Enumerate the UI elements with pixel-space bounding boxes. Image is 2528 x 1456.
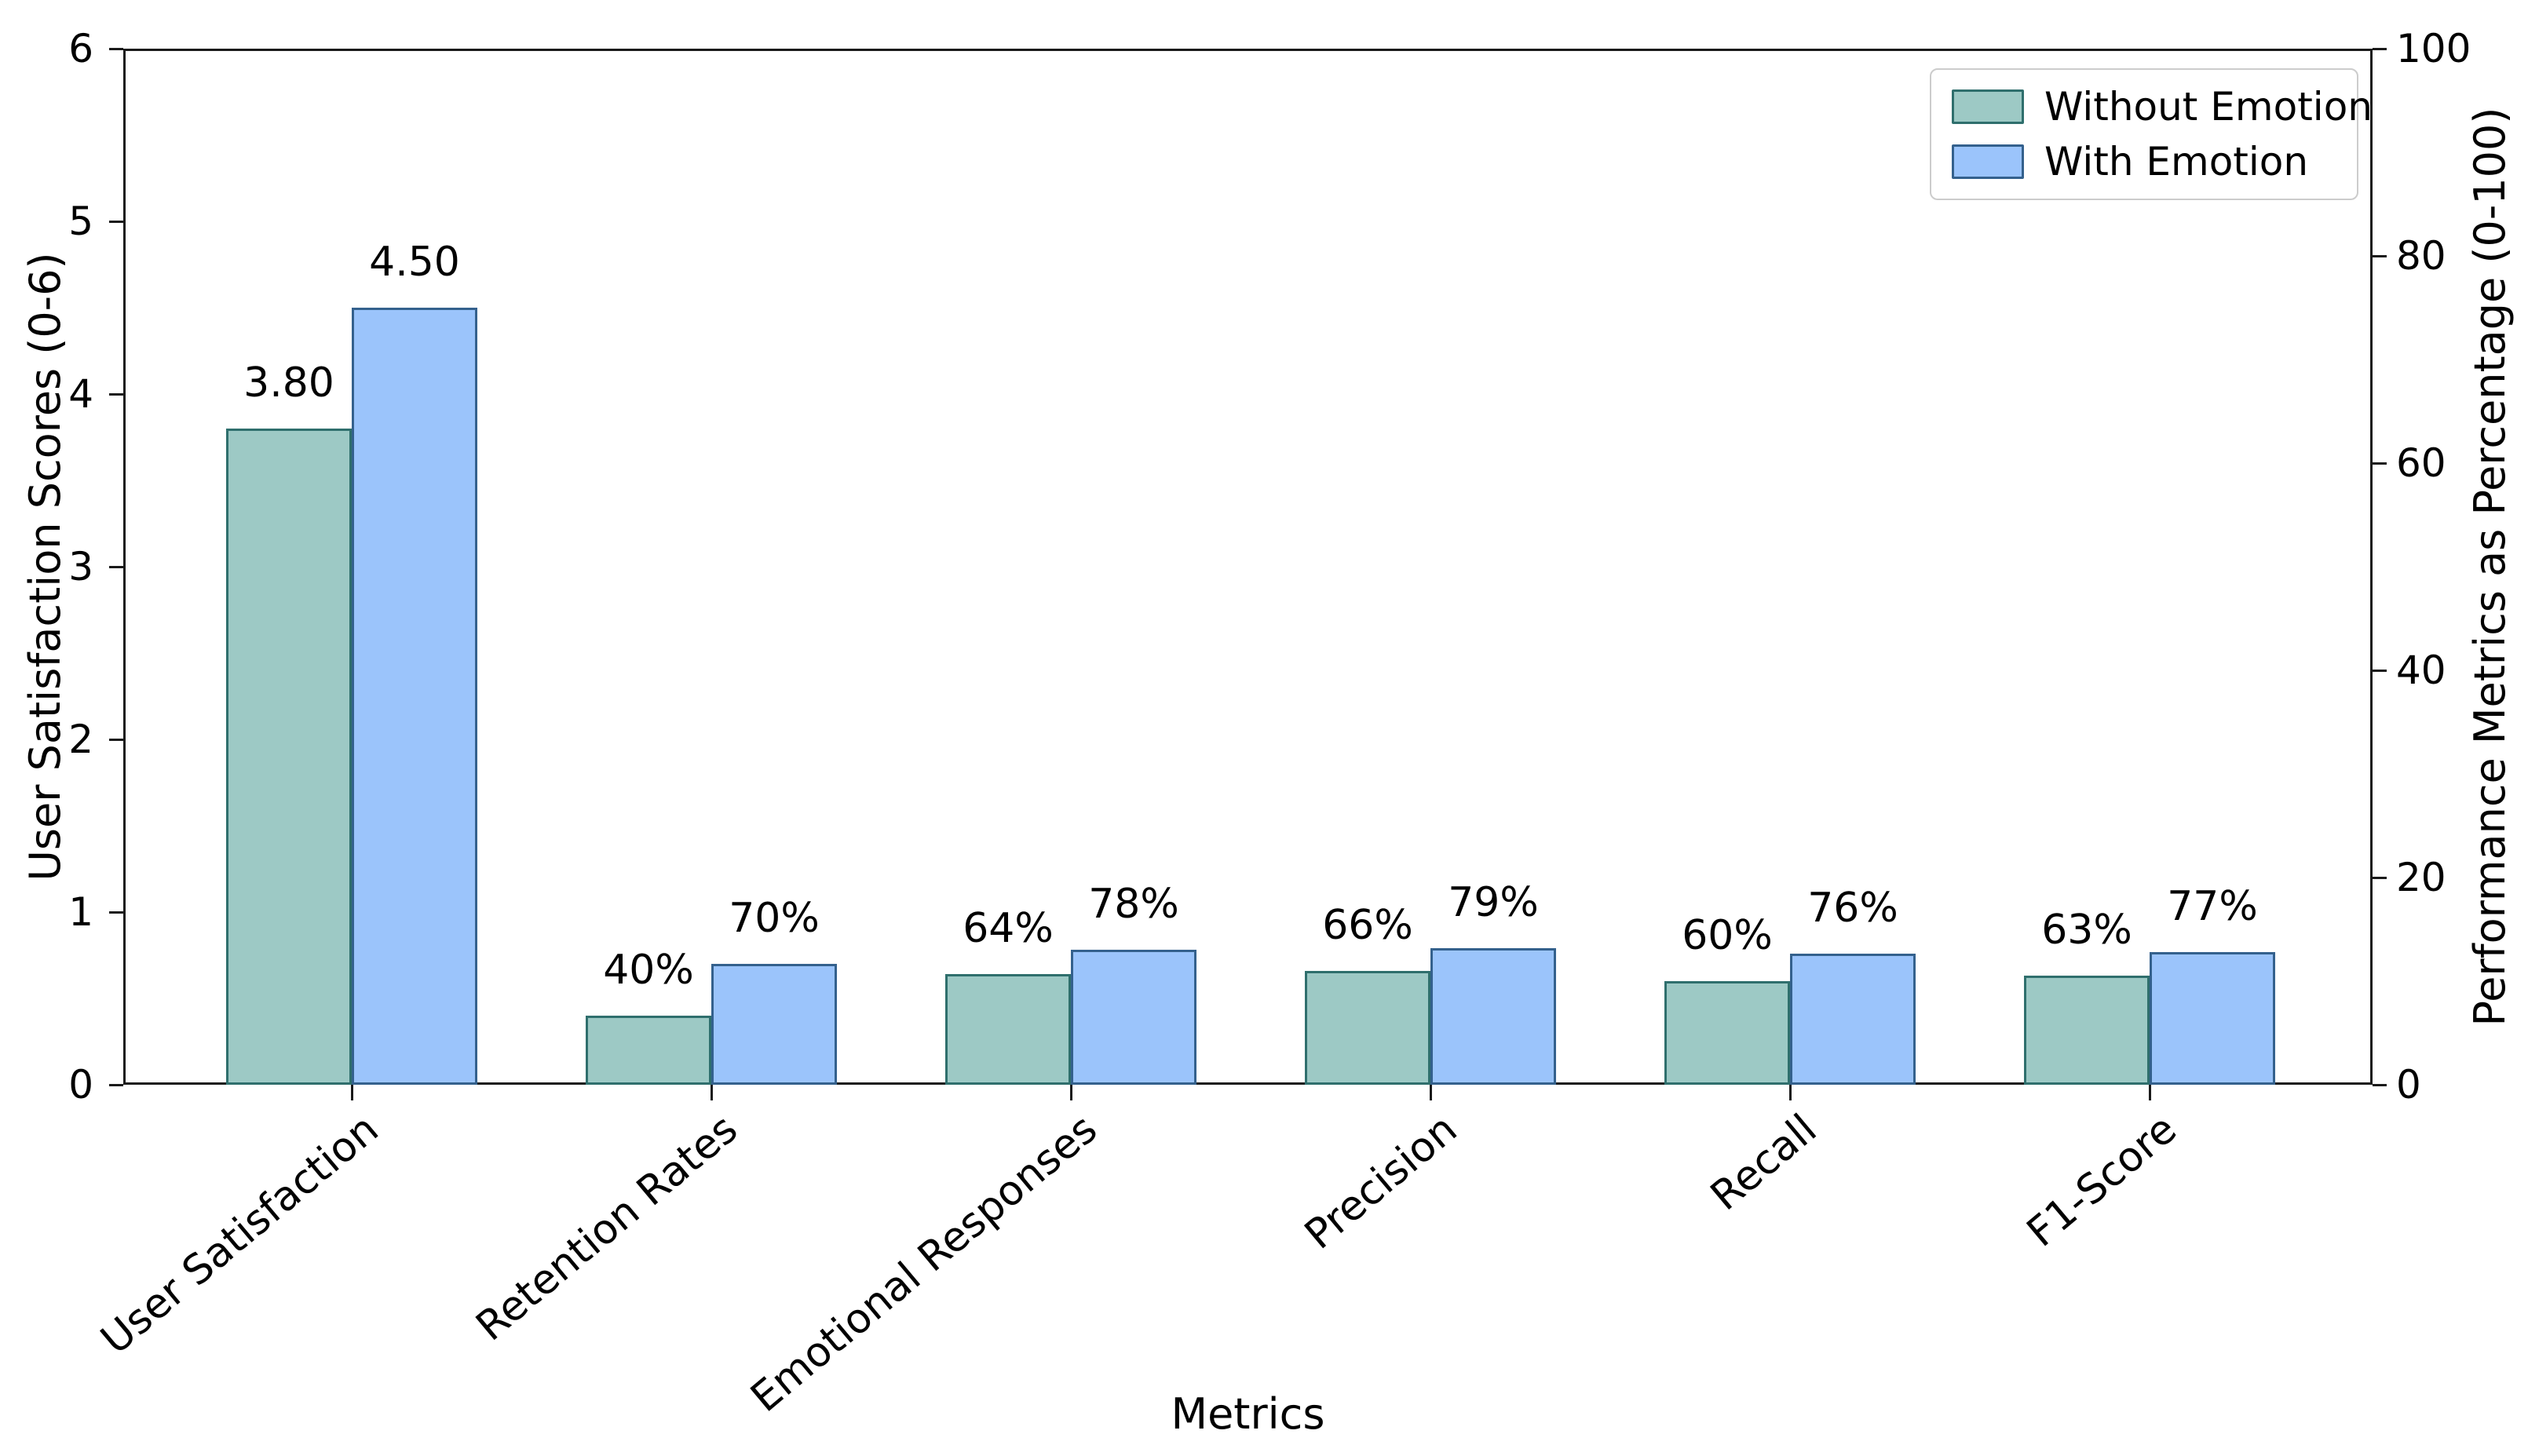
bar-label-without-emotion-recall: 60% xyxy=(1682,912,1773,959)
y-tick-right xyxy=(2373,669,2387,672)
y-tick-right xyxy=(2373,876,2387,879)
y-tick-label-right: 20 xyxy=(2396,855,2446,900)
x-tick xyxy=(1429,1085,1432,1100)
y-tick-label-left: 1 xyxy=(68,889,93,935)
bar-without-emotion-f1-score xyxy=(2024,976,2150,1085)
bar-with-emotion-recall xyxy=(1790,953,1916,1085)
bar-label-with-emotion-user-satisfaction: 4.50 xyxy=(369,239,460,286)
bar-label-with-emotion-retention-rates: 70% xyxy=(729,895,820,942)
legend-item-without-emotion: Without Emotion xyxy=(1952,86,2373,128)
bar-label-without-emotion-precision: 66% xyxy=(1322,901,1413,949)
bar-with-emotion-f1-score xyxy=(2150,951,2275,1085)
y-tick-label-left: 4 xyxy=(68,371,93,417)
y-tick-left xyxy=(109,565,123,568)
legend-label-with-emotion: With Emotion xyxy=(2044,139,2309,184)
x-axis-label: Metrics xyxy=(1171,1389,1325,1439)
legend-swatch-with-emotion xyxy=(1952,144,2024,179)
bar-label-without-emotion-user-satisfaction: 3.80 xyxy=(243,359,334,407)
y-tick-label-right: 100 xyxy=(2396,26,2471,71)
y-tick-right xyxy=(2373,47,2387,50)
x-category-label-user-satisfaction: User Satisfaction xyxy=(92,1105,388,1364)
x-category-label-retention-rates: Retention Rates xyxy=(467,1105,747,1351)
bar-without-emotion-emotional-responses xyxy=(945,974,1071,1085)
x-tick xyxy=(1069,1085,1072,1100)
y-tick-left xyxy=(109,738,123,741)
y-tick-label-right: 80 xyxy=(2396,233,2446,279)
y-tick-label-left: 5 xyxy=(68,199,93,244)
y-tick-left xyxy=(109,1083,123,1086)
bar-label-with-emotion-emotional-responses: 78% xyxy=(1088,881,1179,929)
y-tick-left xyxy=(109,47,123,50)
x-category-label-precision: Precision xyxy=(1295,1105,1467,1259)
bar-without-emotion-precision xyxy=(1305,970,1430,1085)
bar-label-without-emotion-emotional-responses: 64% xyxy=(963,905,1054,953)
bar-label-with-emotion-precision: 79% xyxy=(1448,879,1539,927)
x-tick xyxy=(2148,1085,2151,1100)
y-tick-label-left: 0 xyxy=(68,1062,93,1108)
y-tick-label-right: 40 xyxy=(2396,648,2446,693)
y-tick-right xyxy=(2373,462,2387,465)
bar-without-emotion-recall xyxy=(1664,981,1790,1085)
x-category-label-f1-score: F1-Score xyxy=(2018,1105,2186,1257)
bar-label-without-emotion-retention-rates: 40% xyxy=(603,947,694,994)
y-tick-label-left: 2 xyxy=(68,717,93,762)
x-category-label-emotional-responses: Emotional Responses xyxy=(742,1105,1107,1421)
y-tick-right xyxy=(2373,1083,2387,1086)
legend-label-without-emotion: Without Emotion xyxy=(2044,84,2373,130)
y-tick-right xyxy=(2373,254,2387,257)
bar-label-with-emotion-f1-score: 77% xyxy=(2167,882,2258,930)
x-tick xyxy=(1788,1085,1792,1100)
bar-without-emotion-user-satisfaction xyxy=(226,429,352,1085)
bar-label-without-emotion-f1-score: 63% xyxy=(2041,907,2132,954)
x-category-label-recall: Recall xyxy=(1701,1105,1826,1221)
bar-without-emotion-retention-rates xyxy=(586,1016,711,1085)
x-tick xyxy=(350,1085,353,1100)
y-tick-label-right: 60 xyxy=(2396,440,2446,486)
y-tick-label-left: 3 xyxy=(68,544,93,589)
x-tick xyxy=(710,1085,713,1100)
legend-item-with-emotion: With Emotion xyxy=(1952,140,2336,183)
legend: Without Emotion With Emotion xyxy=(1930,68,2373,200)
y-tick-left xyxy=(109,910,123,914)
y-tick-left xyxy=(109,392,123,396)
plot-area xyxy=(123,49,2373,1085)
bar-with-emotion-retention-rates xyxy=(711,964,837,1085)
bar-with-emotion-emotional-responses xyxy=(1071,950,1196,1085)
y-tick-label-left: 6 xyxy=(68,26,93,71)
bar-with-emotion-precision xyxy=(1430,948,1556,1085)
legend-swatch-without-emotion xyxy=(1952,89,2024,124)
bar-with-emotion-user-satisfaction xyxy=(352,308,477,1085)
y-tick-left xyxy=(109,220,123,223)
y-tick-label-right: 0 xyxy=(2396,1062,2421,1108)
bar-label-with-emotion-recall: 76% xyxy=(1807,884,1898,932)
